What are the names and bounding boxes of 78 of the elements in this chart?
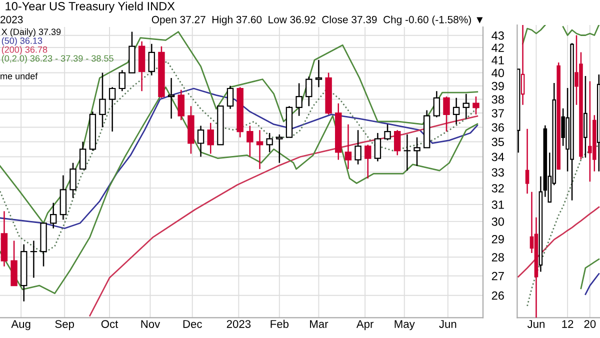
- text: 2023: [0, 16, 23, 24]
- line-series: [0, 88, 478, 230]
- x-tick-label: Mar: [310, 320, 328, 328]
- series-label: (0,2.0) 36.23 - 37.39 - 38.55: [2, 54, 114, 64]
- candlestick: [462, 93, 470, 120]
- y-tick-label: 33: [492, 168, 504, 177]
- candlestick: [315, 59, 322, 88]
- candlestick: [394, 129, 401, 156]
- x-tick-label: Dec: [183, 320, 202, 328]
- candlestick: [306, 76, 312, 107]
- candlestick: [148, 43, 156, 76]
- candlestick: [99, 72, 106, 128]
- y-tick-label: 29: [492, 234, 504, 244]
- y-tick-label: 36: [492, 123, 504, 132]
- x-tick-label: Jun: [527, 320, 544, 328]
- x-tick-label: May: [394, 320, 415, 330]
- y-tick-label: 35: [492, 138, 504, 146]
- text: X (Daily) 37.39: [2, 28, 61, 37]
- candlestick: [344, 124, 352, 170]
- y-tick-label: 37: [492, 109, 504, 118]
- y-tick-label: 42: [492, 44, 504, 52]
- y-tick-label: 30: [492, 217, 504, 226]
- candlestick: [433, 90, 440, 118]
- y-tick-label: 43: [492, 31, 504, 40]
- candlestick: [226, 85, 234, 110]
- chart-title: 10-Year US Treasury Yield INDX: [6, 2, 175, 13]
- candlestick: [364, 144, 372, 180]
- candlestick: [443, 96, 450, 132]
- candlestick: [246, 125, 254, 158]
- candlestick: [384, 124, 391, 141]
- candlestick: [207, 122, 214, 154]
- candlestick: [256, 129, 264, 170]
- line-series: [89, 115, 478, 316]
- candlestick: [584, 75, 588, 158]
- x-tick-label: Sep: [55, 320, 74, 330]
- text: Open 37.27 High 37.60 Low 36.92 Close 37.39 Chg -0.60 (-1.58%) ▼: [152, 16, 483, 26]
- candlestick: [404, 134, 411, 172]
- candlestick: [108, 86, 116, 132]
- candlestick: [266, 132, 273, 153]
- y-tick-label: 27: [492, 272, 504, 280]
- candlestick: [70, 162, 76, 198]
- candlestick: [374, 132, 382, 162]
- y-tick-label: 39: [492, 82, 504, 90]
- x-tick-label: Oct: [101, 320, 118, 328]
- x-tick-label: Nov: [141, 320, 160, 328]
- y-tick-label: 32: [492, 184, 504, 192]
- x-tick-label: Jun: [439, 320, 456, 328]
- candlestick: [296, 82, 302, 116]
- candlestick: [30, 240, 38, 278]
- y-tick-label: 41: [492, 56, 504, 64]
- text: (50) 36.13: [2, 37, 42, 46]
- y-tick-label: 31: [492, 200, 504, 209]
- x-tick-label: Apr: [356, 320, 374, 330]
- candlestick: [118, 70, 126, 92]
- line-series: [0, 86, 478, 294]
- y-tick-label: 26: [492, 291, 504, 300]
- annotation: me undef: [0, 72, 38, 80]
- text: (200) 36.78: [2, 46, 48, 55]
- x-tick-label: 20: [584, 320, 596, 328]
- candlestick: [414, 136, 420, 167]
- candlestick: [354, 129, 362, 166]
- y-tick-label: 40: [492, 68, 504, 78]
- candlestick: [178, 89, 184, 121]
- candlestick: [472, 96, 480, 116]
- candlestick: [197, 125, 204, 158]
- candlestick: [276, 134, 283, 164]
- candlestick: [525, 128, 530, 194]
- candlestick: [50, 202, 57, 229]
- x-tick-label: 12: [562, 320, 574, 328]
- x-tick-label: Feb: [270, 320, 289, 328]
- candlestick: [79, 141, 86, 170]
- y-tick-label: 34: [492, 152, 504, 162]
- x-tick-label: Aug: [11, 320, 30, 330]
- candlestick: [168, 77, 175, 120]
- y-tick-label: 38: [492, 95, 504, 104]
- candlestick: [452, 97, 460, 125]
- y-tick-label: 28: [492, 253, 504, 262]
- x-tick-label: 2023: [226, 320, 251, 328]
